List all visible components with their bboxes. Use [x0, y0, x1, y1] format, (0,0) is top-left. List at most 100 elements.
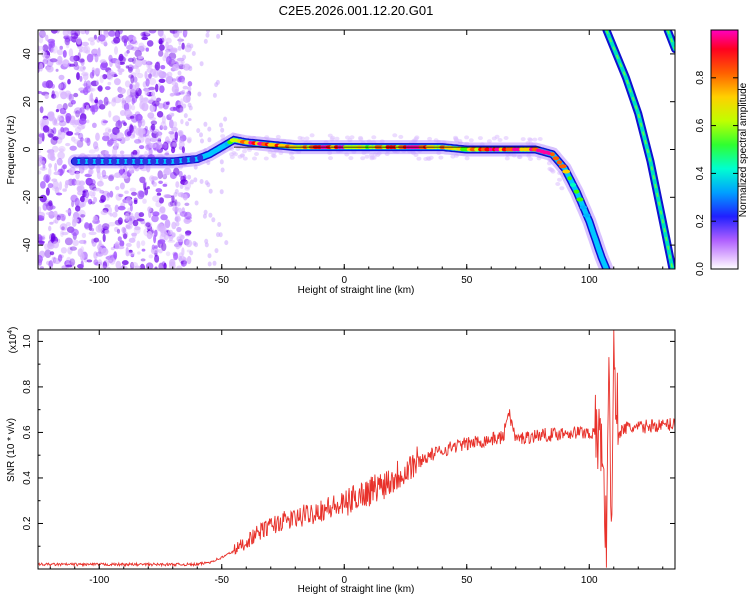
- noise-speck: [206, 30, 210, 34]
- noise-speck: [172, 251, 178, 256]
- noise-speck: [81, 71, 89, 77]
- noise-speck: [148, 254, 154, 259]
- noise-speck: [126, 44, 134, 51]
- noise-speck: [38, 240, 45, 244]
- noise-speck: [64, 90, 72, 97]
- noise-speck: [58, 74, 65, 81]
- noise-speck: [152, 248, 160, 254]
- noise-speck: [92, 215, 99, 222]
- snr-scale-annotation: (x104): [7, 327, 19, 354]
- noise-speck: [50, 30, 58, 34]
- noise-speck: [121, 260, 129, 266]
- noise-speck: [64, 37, 71, 46]
- noise-speck: [174, 189, 179, 194]
- noise-speck: [77, 52, 81, 60]
- noise-speck: [59, 168, 63, 177]
- halo-speck: [557, 177, 562, 182]
- y-tick-label: -20: [22, 190, 33, 205]
- noise-speck: [115, 186, 120, 191]
- noise-speck: [180, 98, 184, 106]
- noise-speck: [93, 259, 99, 266]
- noise-speck: [60, 81, 64, 91]
- signal-blob: [556, 160, 563, 165]
- noise-speck: [46, 58, 54, 67]
- noise-speck: [51, 256, 55, 265]
- noise-speck: [99, 75, 104, 84]
- noise-speck: [158, 50, 164, 57]
- noise-speck: [219, 159, 224, 165]
- halo-speck: [297, 135, 303, 140]
- noise-speck: [78, 209, 86, 218]
- noise-speck: [183, 260, 188, 266]
- noise-speck: [156, 132, 162, 141]
- noise-speck: [94, 53, 99, 63]
- x-tick-label: -50: [215, 575, 230, 586]
- noise-speck: [42, 125, 50, 133]
- noise-speck: [116, 228, 121, 234]
- halo-speck: [275, 134, 281, 139]
- noise-speck: [38, 206, 42, 214]
- halo-speck: [371, 135, 377, 140]
- noise-speck: [165, 75, 174, 85]
- noise-speck: [164, 219, 171, 229]
- noise-speck: [137, 45, 145, 53]
- noise-speck: [149, 142, 157, 149]
- signal-blob: [488, 147, 493, 152]
- halo-speck: [413, 136, 419, 141]
- noise-speck: [92, 190, 96, 197]
- signal-blob: [567, 176, 572, 181]
- noise-speck: [193, 177, 198, 183]
- halo-speck: [468, 138, 474, 143]
- noise-speck: [48, 167, 52, 177]
- noise-speck: [84, 191, 90, 199]
- noise-speck: [93, 237, 100, 243]
- halo-speck: [242, 149, 247, 154]
- noise-speck: [131, 97, 135, 105]
- noise-speck: [172, 141, 177, 147]
- noise-speck: [115, 59, 121, 69]
- noise-speck: [45, 34, 49, 41]
- halo-speck: [252, 156, 257, 161]
- noise-speck: [41, 81, 49, 88]
- signal-blob: [197, 154, 204, 162]
- noise-speck: [110, 247, 115, 251]
- noise-speck: [77, 45, 84, 50]
- noise-speck: [100, 265, 108, 269]
- noise-speck: [85, 178, 91, 185]
- noise-speck: [138, 145, 145, 150]
- noise-speck: [96, 52, 102, 57]
- noise-speck: [84, 137, 90, 143]
- noise-speck: [169, 131, 176, 140]
- noise-speck: [71, 136, 76, 142]
- noise-speck: [171, 221, 177, 230]
- noise-speck: [84, 222, 90, 229]
- noise-speck: [116, 132, 124, 140]
- noise-speck: [109, 257, 116, 265]
- noise-speck: [159, 125, 164, 131]
- noise-speck: [145, 30, 150, 36]
- noise-speck: [207, 253, 212, 259]
- noise-speck: [118, 87, 126, 94]
- noise-speck: [45, 211, 54, 216]
- noise-speck: [204, 242, 209, 248]
- spectrogram-plot-area: [38, 30, 675, 269]
- noise-speck: [187, 81, 193, 87]
- noise-speck: [174, 107, 179, 112]
- noise-speck: [155, 188, 163, 193]
- noise-speck: [119, 150, 125, 155]
- noise-speck: [188, 66, 193, 72]
- noise-speck: [76, 66, 85, 72]
- noise-speck: [157, 170, 163, 180]
- noise-speck: [108, 254, 113, 262]
- signal-blob: [552, 156, 560, 161]
- noise-speck: [119, 240, 125, 247]
- noise-speck: [148, 98, 154, 103]
- noise-speck: [145, 78, 150, 87]
- noise-speck: [79, 75, 83, 82]
- noise-speck: [186, 219, 193, 223]
- noise-speck: [151, 100, 160, 107]
- noise-speck: [123, 102, 130, 112]
- noise-speck: [94, 99, 98, 104]
- noise-speck: [148, 147, 153, 157]
- noise-speck: [212, 260, 217, 266]
